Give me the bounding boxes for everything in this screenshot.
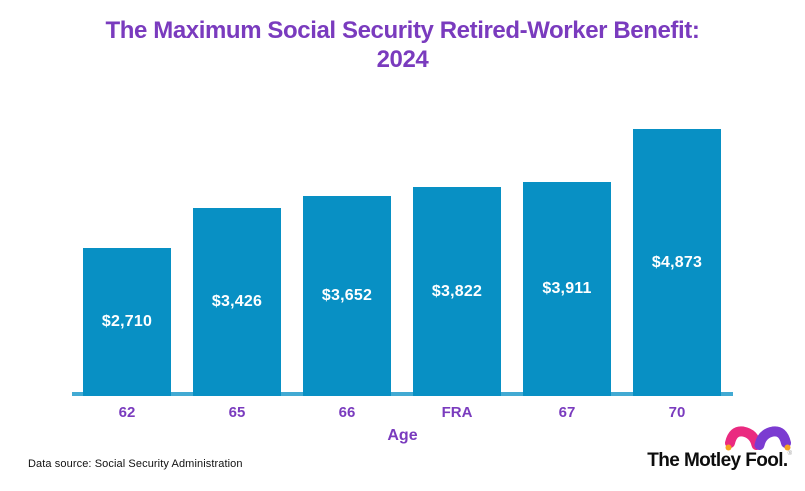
bar: $2,710 [83,248,171,396]
x-tick-label: 65 [228,404,246,421]
x-tick-label: 67 [558,404,576,421]
bar: $4,873 [633,129,721,396]
chart-title-line1: The Maximum Social Security Retired-Work… [105,17,700,44]
chart-title: The Maximum Social Security Retired-Work… [0,16,805,74]
bar-value-label: $3,822 [431,282,483,300]
bar-value-label: $2,710 [101,313,153,330]
bar: $3,822 [413,187,501,396]
registered-mark: ® [787,451,792,457]
bar: $3,426 [193,208,281,396]
x-tick-label: 62 [118,404,136,421]
x-tick-label: 66 [338,404,356,421]
x-tick-label: FRA [441,404,473,421]
chart-title-line2: 2024 [376,46,429,73]
jester-hat-icon [725,426,791,451]
bar-value-label: $4,873 [651,253,703,271]
bar: $3,652 [303,196,391,396]
x-tick-label: 70 [668,404,686,421]
bar: $3,911 [523,182,611,396]
x-axis-title: Age [387,427,418,444]
bar-value-label: $3,911 [542,280,592,297]
data-source-note: Data source: Social Security Administrat… [28,458,243,470]
brand-wordmark: The Motley Fool. [647,450,788,471]
bar-value-label: $3,652 [321,287,373,304]
bar-value-label: $3,426 [211,293,263,310]
motley-fool-logo: The Motley Fool.® [647,426,792,472]
x-axis-line [72,392,733,396]
